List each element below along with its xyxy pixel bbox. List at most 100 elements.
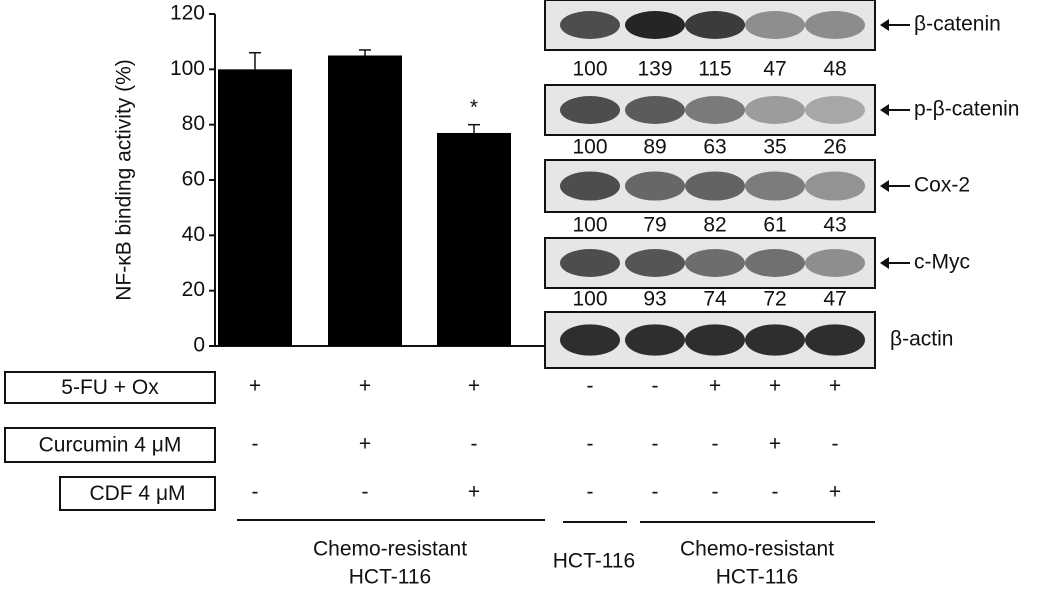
treatment-sign: -	[471, 433, 478, 456]
blot-band	[625, 96, 685, 124]
treatment-sign: -	[712, 433, 719, 456]
band-intensity: 100	[572, 214, 607, 237]
treatment-sign: -	[362, 481, 369, 504]
treatment-label: 5-FU + Ox	[61, 376, 159, 399]
band-intensity: 48	[823, 58, 846, 81]
band-intensity: 100	[572, 288, 607, 311]
group-label: Chemo-resistant	[313, 538, 467, 561]
blot-band	[560, 324, 620, 356]
treatment-sign: +	[709, 375, 721, 398]
treatment-sign: +	[359, 375, 371, 398]
treatment-sign: +	[359, 433, 371, 456]
band-intensity: 47	[823, 288, 846, 311]
blot-label: β-catenin	[914, 13, 1001, 36]
blot-band	[560, 171, 620, 201]
treatment-sign: -	[712, 481, 719, 504]
treatment-label: CDF 4 μM	[89, 482, 185, 505]
blot-band	[560, 96, 620, 124]
arrow-head	[880, 257, 889, 269]
blot-band	[685, 11, 745, 39]
blot-band	[685, 171, 745, 201]
bar	[437, 132, 511, 346]
band-intensity: 100	[572, 136, 607, 159]
band-intensity: 26	[823, 136, 846, 159]
treatment-sign: -	[252, 433, 259, 456]
group-label: Chemo-resistant	[680, 538, 834, 561]
treatment-sign: -	[587, 481, 594, 504]
blot-band	[685, 249, 745, 277]
blot-band	[745, 324, 805, 356]
treatment-label: Curcumin 4 μM	[39, 434, 182, 457]
band-intensity: 115	[698, 58, 731, 81]
treatment-sign: +	[249, 375, 261, 398]
treatment-sign: -	[772, 481, 779, 504]
band-intensity: 47	[763, 58, 786, 81]
group-label: HCT-116	[349, 566, 431, 589]
band-intensity: 35	[763, 136, 786, 159]
blot-band	[625, 249, 685, 277]
y-tick-label: 40	[182, 223, 205, 246]
blot-label: c-Myc	[914, 251, 970, 274]
treatment-sign: +	[468, 481, 480, 504]
band-intensity: 100	[572, 58, 607, 81]
band-intensity: 61	[763, 214, 786, 237]
blot-band	[560, 11, 620, 39]
y-tick-label: 120	[170, 2, 205, 25]
treatment-sign: -	[652, 433, 659, 456]
y-tick-label: 20	[182, 278, 205, 301]
band-intensity: 74	[703, 288, 727, 311]
treatment-sign: +	[769, 375, 781, 398]
treatment-sign: -	[652, 481, 659, 504]
blot-band	[560, 249, 620, 277]
blot-band	[745, 11, 805, 39]
blot-band	[625, 324, 685, 356]
treatment-sign: +	[829, 481, 841, 504]
arrow-head	[880, 180, 889, 192]
blot-band	[625, 171, 685, 201]
band-intensity: 89	[643, 136, 666, 159]
treatment-box	[4, 371, 216, 404]
blot-label: β-actin	[890, 328, 953, 351]
band-intensity: 63	[703, 136, 726, 159]
bar	[218, 69, 292, 346]
bar	[328, 55, 402, 346]
blot-label: p-β-catenin	[914, 98, 1019, 121]
blot-band	[805, 324, 865, 356]
y-axis-label: NF-κB binding activity (%)	[113, 59, 136, 301]
y-tick-label: 60	[182, 168, 205, 191]
blot-label: Cox-2	[914, 174, 970, 197]
blot-band	[625, 11, 685, 39]
y-tick-label: 80	[182, 112, 205, 135]
y-tick-label: 0	[193, 334, 205, 357]
arrow-head	[880, 19, 889, 31]
blot-band	[745, 249, 805, 277]
blot-band	[805, 96, 865, 124]
treatment-box	[4, 427, 216, 463]
blot-band	[685, 96, 745, 124]
band-intensity: 43	[823, 214, 846, 237]
band-intensity: 82	[703, 214, 726, 237]
treatment-sign: +	[829, 375, 841, 398]
group-label: HCT-116	[716, 566, 798, 589]
treatment-sign: -	[652, 375, 659, 398]
treatment-sign: -	[252, 481, 259, 504]
treatment-box	[59, 476, 216, 511]
band-intensity: 79	[643, 214, 666, 237]
arrow-head	[880, 104, 889, 116]
band-intensity: 72	[763, 288, 786, 311]
blot-band	[805, 249, 865, 277]
blot-band	[745, 96, 805, 124]
blot-band	[745, 171, 805, 201]
treatment-sign: -	[587, 375, 594, 398]
treatment-sign: -	[587, 433, 594, 456]
y-tick-label: 100	[170, 57, 205, 80]
band-intensity: 139	[637, 58, 672, 81]
treatment-sign: +	[769, 433, 781, 456]
treatment-sign: -	[832, 433, 839, 456]
significance-marker: *	[470, 96, 478, 119]
group-label: HCT-116	[553, 550, 635, 573]
treatment-sign: +	[468, 375, 480, 398]
band-intensity: 93	[643, 288, 666, 311]
blot-band	[685, 324, 745, 356]
